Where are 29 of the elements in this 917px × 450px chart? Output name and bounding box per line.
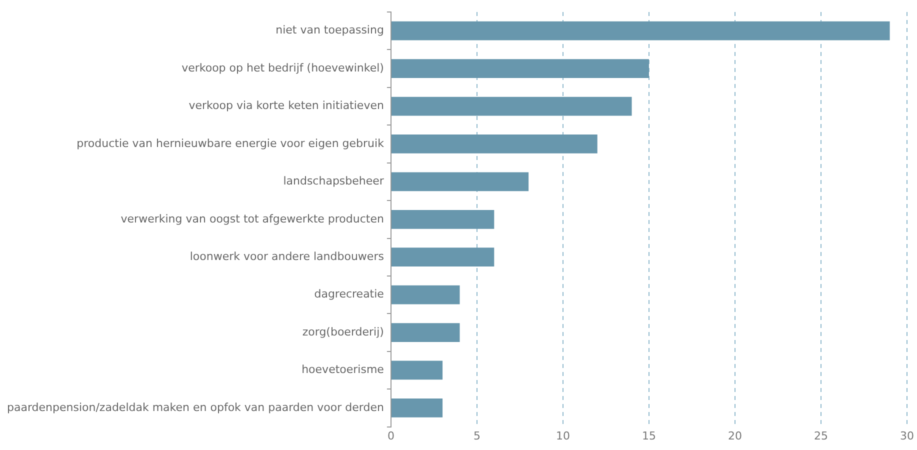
x-tick-label: 15	[642, 429, 656, 442]
y-tick-label: zorg(boerderij)	[302, 325, 384, 338]
y-tick-label: paardenpension/zadeldak maken en opfok van paarden voor derden	[6, 400, 384, 414]
bar	[391, 360, 443, 380]
x-tick-label: 10	[556, 429, 570, 442]
y-tick-label: niet van toepassing	[276, 24, 384, 37]
y-tick-label: hoevetoerisme	[302, 363, 384, 376]
bar	[391, 172, 529, 192]
bar	[391, 285, 460, 304]
y-tick-label: verkoop via korte keten initiatieven	[188, 99, 384, 112]
x-tick-label: 0	[387, 429, 394, 442]
y-tick-label: landschapsbeheer	[283, 174, 384, 188]
x-tick-label: 5	[473, 429, 480, 442]
x-tick-label: 20	[728, 429, 742, 442]
bar	[391, 323, 460, 342]
bar	[391, 210, 494, 229]
bar	[391, 398, 443, 418]
bar	[391, 134, 598, 154]
bar	[391, 96, 632, 116]
y-tick-label: verkoop op het bedrijf (hoevewinkel)	[182, 61, 384, 74]
y-tick-label: verwerking van oogst tot afgewerkte producten	[120, 212, 384, 226]
bar	[391, 248, 494, 267]
y-tick-label: loonwerk voor andere landbouwers	[190, 250, 384, 263]
bar	[391, 21, 890, 40]
bar	[391, 59, 649, 78]
y-tick-label: productie van hernieuwbare energie voor eigen gebruik	[76, 136, 385, 150]
x-tick-label: 25	[814, 429, 828, 442]
y-tick-label: dagrecreatie	[314, 288, 384, 301]
x-tick-label: 30	[900, 429, 914, 442]
